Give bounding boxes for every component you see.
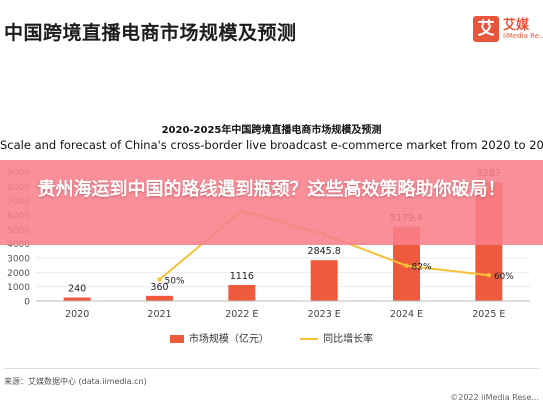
- line-point: [157, 277, 162, 282]
- legend-label: 同比增长率: [323, 334, 374, 345]
- chart-title: 2020-2025年中国跨境直播电商市场规模及预测: [161, 125, 382, 136]
- legend-bar-swatch: [169, 335, 184, 343]
- y-tick-label: 2000: [7, 269, 30, 279]
- line-point: [404, 263, 409, 268]
- headline-banner[interactable]: 贵州海运到中国的路线遇到瓶颈？这些高效策略助你破局！: [0, 160, 543, 245]
- bar: [310, 260, 338, 301]
- chart-legend: 市场规模（亿元） 同比增长率: [0, 330, 543, 345]
- bar-value-label: 360: [150, 282, 168, 293]
- bar-value-label: 1116: [230, 271, 254, 282]
- bar-value-label: 2845.8: [308, 246, 341, 257]
- logo-mark-icon: 艾: [473, 16, 499, 42]
- legend-label: 市场规模（亿元）: [188, 334, 269, 345]
- brand-logo: 艾 艾媒 iiMedia Re...: [473, 14, 543, 50]
- bar: [63, 297, 91, 301]
- x-tick-label: 2022 E: [225, 309, 258, 320]
- logo-english-name: iiMedia Re...: [503, 32, 543, 40]
- legend-item-growth-rate: 同比增长率: [300, 330, 373, 345]
- chart-subtitle: Scale and forecast of China's cross-bord…: [0, 138, 543, 152]
- bar-value-label: 240: [68, 284, 86, 295]
- y-tick-label: 0: [24, 298, 30, 308]
- copyright-note: ©2022 iiMedia Rese...: [450, 393, 539, 402]
- bar: [146, 295, 173, 301]
- banner-headline[interactable]: 贵州海运到中国的路线遇到瓶颈？这些高效策略助你破局！: [37, 179, 506, 200]
- x-tick-label: 2021: [147, 309, 171, 320]
- source-note: 来源：艾媒数据中心 (data.iimedia.cn): [4, 377, 147, 386]
- logo-name: 艾媒: [503, 18, 530, 33]
- line-value-label: 50%: [165, 277, 185, 287]
- y-tick-label: 1000: [7, 283, 30, 293]
- y-tick-label: 3000: [7, 255, 30, 265]
- y-tick-label: 4000: [7, 240, 30, 250]
- line-point: [486, 273, 492, 278]
- x-tick-label: 2024 E: [390, 309, 423, 320]
- legend-line-swatch: [300, 338, 319, 340]
- x-tick-label: 2023 E: [308, 309, 341, 320]
- page-title: 中国跨境直播电商市场规模及预测: [4, 22, 297, 44]
- x-tick-label: 2020: [65, 309, 89, 320]
- bar: [228, 285, 256, 301]
- line-value-label: 60%: [494, 272, 514, 282]
- x-tick-label: 2025 E: [472, 309, 505, 320]
- legend-item-market-size: 市场规模（亿元）: [169, 330, 269, 345]
- footer-divider: [4, 368, 539, 369]
- line-value-label: 82%: [412, 263, 432, 273]
